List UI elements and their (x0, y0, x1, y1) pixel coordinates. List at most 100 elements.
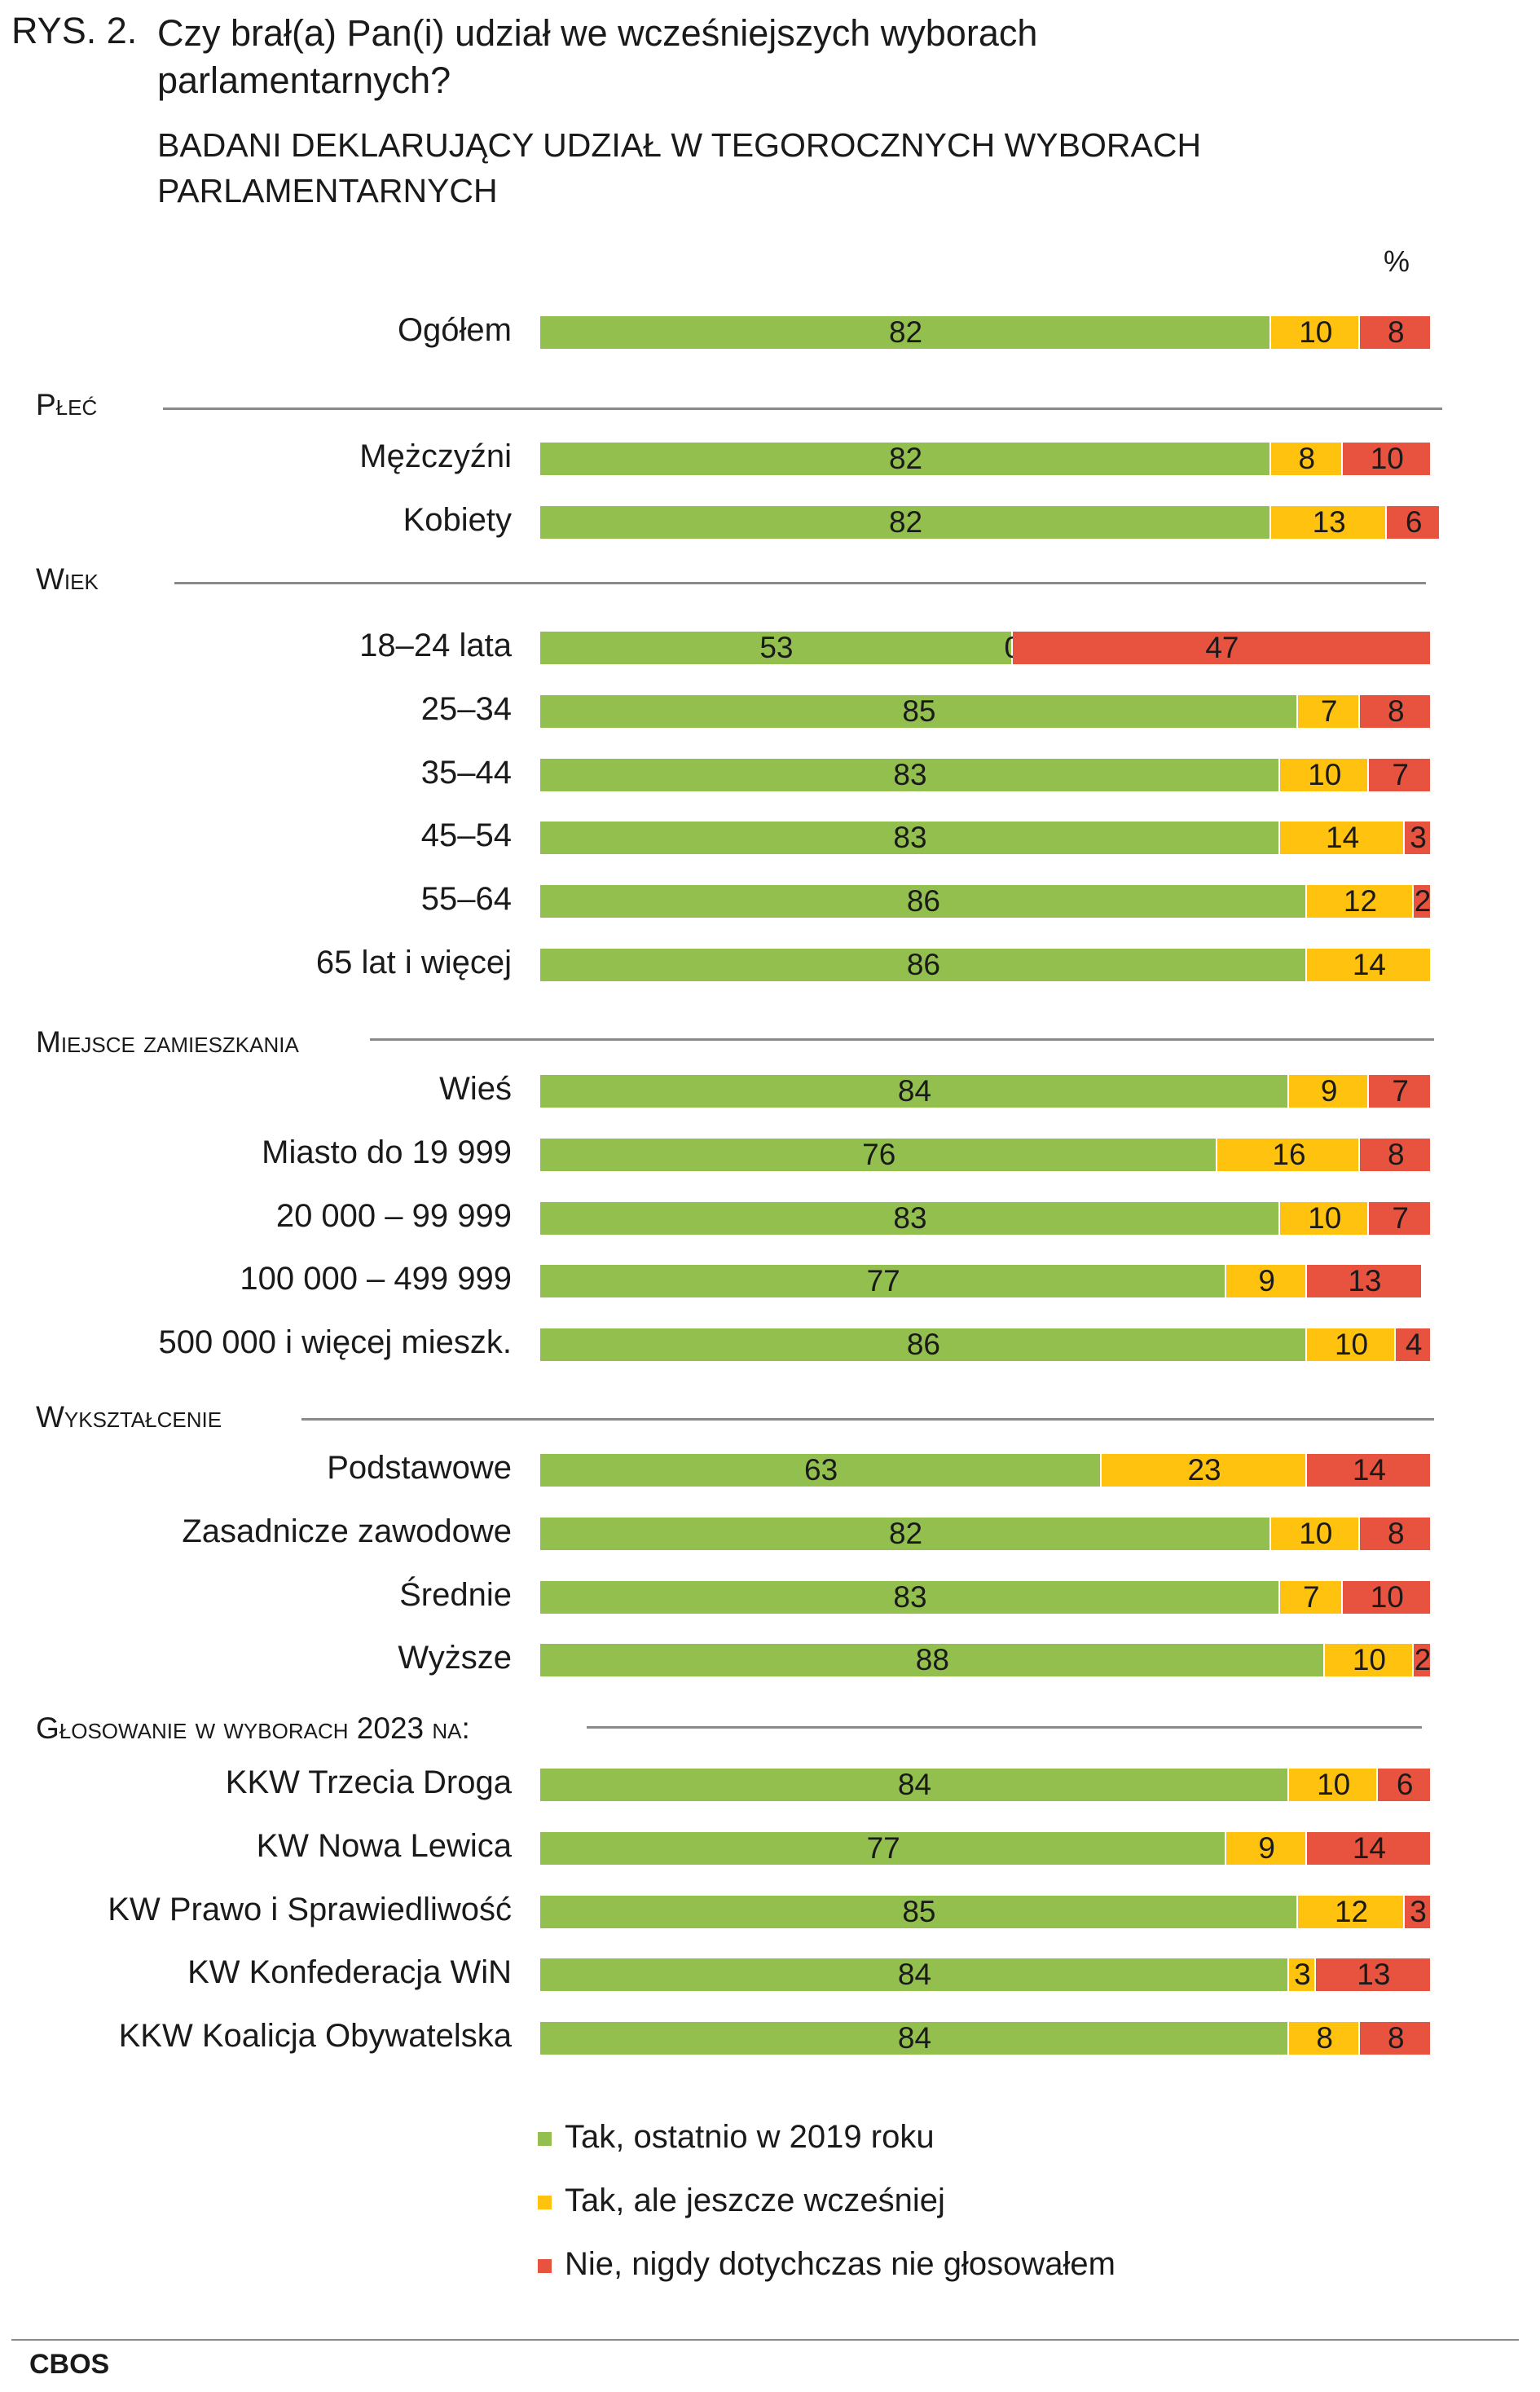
bar-segment (1102, 1454, 1307, 1487)
data-label: 8 (1387, 1137, 1405, 1171)
row-label: 55–64 (420, 881, 512, 918)
bar-segment (540, 1831, 1227, 1865)
data-label: 9 (1258, 1264, 1275, 1298)
row-label: KW Konfederacja WiN (187, 1954, 512, 1991)
data-label: 12 (1343, 884, 1378, 918)
data-label: 3 (1410, 821, 1427, 855)
bar-segment (1387, 505, 1441, 539)
row-label: Zasadnicze zawodowe (182, 1513, 512, 1549)
data-label: 82 (888, 315, 923, 349)
data-label: 10 (1317, 1768, 1351, 1801)
bar-segment (1297, 694, 1361, 728)
data-label: 14 (1352, 948, 1386, 981)
data-label: 13 (1348, 1264, 1382, 1298)
data-label: 83 (893, 1200, 927, 1235)
data-label: 10 (1299, 1516, 1333, 1550)
section-divider (587, 1726, 1422, 1729)
legend-label: Tak, ale jeszcze wcześniej (565, 2183, 945, 2218)
legend-item: Nie, nigdy dotychczas nie głosowałem (538, 2246, 1115, 2283)
bar-segment (540, 1454, 1102, 1487)
section-label: Miejsce zamieszkania (36, 1025, 299, 1059)
bar-segment (1226, 1831, 1307, 1865)
section-label: Wiek (36, 562, 99, 596)
chart-title: Czy brał(a) Pan(i) udział we wcześniejsz… (157, 12, 1038, 101)
bar-segment (540, 758, 1281, 791)
bar-segment (1288, 2022, 1361, 2055)
data-label: 77 (866, 1264, 900, 1298)
section-label: Wykształcenie (36, 1400, 222, 1434)
row-label: KW Prawo i Sprawiedliwość (108, 1891, 512, 1927)
section-divider (301, 1418, 1434, 1421)
section-divider (174, 582, 1426, 584)
data-label: 14 (1352, 1830, 1386, 1865)
bar-segment (1280, 1201, 1370, 1235)
data-label: 7 (1392, 757, 1409, 791)
legend-item: Tak, ale jeszcze wcześniej (538, 2183, 945, 2219)
row-label: 100 000 – 499 999 (240, 1261, 512, 1297)
bar-segment (1360, 1138, 1432, 1171)
bar-segment (1369, 758, 1432, 791)
row-label: Podstawowe (327, 1450, 512, 1486)
bar-segment (540, 316, 1272, 349)
data-label: 7 (1392, 1074, 1409, 1108)
bar-segment (1414, 1644, 1432, 1677)
data-label: 53 (759, 631, 794, 664)
data-label: 10 (1308, 1200, 1342, 1235)
bar-segment (1396, 1328, 1432, 1362)
row-label: 20 000 – 99 999 (275, 1197, 512, 1234)
data-label: 12 (1334, 1894, 1369, 1928)
row-label: Wieś (439, 1071, 512, 1107)
row-label: 500 000 i więcej mieszk. (158, 1324, 512, 1361)
bar-segment (1012, 632, 1432, 664)
chart-subtitle: Badani deklarujący udział w tegorocznych… (157, 126, 1202, 209)
bar-segment (1360, 2022, 1432, 2055)
bar-segment (540, 1517, 1272, 1550)
data-label: 9 (1320, 1074, 1338, 1108)
data-label: 84 (897, 2021, 932, 2055)
data-label: 77 (866, 1830, 900, 1865)
bar-segment (540, 822, 1281, 855)
data-label: 8 (1387, 1516, 1405, 1550)
bar-segment (1226, 1265, 1307, 1298)
bar-segment (1405, 1895, 1432, 1928)
bar-segment (1280, 1580, 1343, 1614)
bar-segment (1306, 1831, 1432, 1865)
row-label: 18–24 lata (359, 628, 512, 663)
data-label: 10 (1370, 1579, 1404, 1614)
data-label: 85 (902, 694, 936, 728)
bar-segment (1271, 316, 1361, 349)
title-figure-number: RYS. 2. (11, 10, 138, 51)
data-label: 86 (906, 948, 940, 981)
data-label: 10 (1370, 442, 1404, 475)
data-label: 84 (897, 1768, 932, 1801)
section-divider (163, 407, 1442, 410)
data-label: 85 (902, 1894, 936, 1928)
bar-segment (1324, 1644, 1415, 1677)
bar-segment (1369, 1201, 1432, 1235)
bar-segment (540, 1580, 1281, 1614)
data-label: 9 (1258, 1830, 1275, 1865)
row-label: Średnie (399, 1576, 512, 1613)
data-label: 6 (1405, 504, 1423, 539)
bar-segment (1288, 1075, 1370, 1108)
data-label: 8 (1387, 2021, 1405, 2055)
data-label: 8 (1316, 2021, 1333, 2055)
row-label: Wyższe (398, 1640, 512, 1676)
unit-label: % (1384, 244, 1410, 278)
row-label: Kobiety (403, 501, 512, 538)
data-label: 14 (1326, 821, 1360, 855)
bar-segment (1306, 1328, 1397, 1362)
bar-segment (1315, 1958, 1432, 1992)
data-label: 8 (1298, 442, 1316, 475)
data-label: 83 (893, 821, 927, 855)
bar-segment (540, 1958, 1289, 1992)
data-label: 82 (888, 442, 923, 475)
bar-segment (1360, 1517, 1432, 1550)
legend-label: Tak, ostatnio w 2019 roku (565, 2119, 935, 2155)
row-label: Mężczyźni (359, 438, 512, 474)
data-label: 16 (1272, 1137, 1306, 1171)
data-label: 23 (1187, 1453, 1221, 1487)
data-label: 47 (1205, 631, 1239, 664)
row-label: 25–34 (420, 690, 512, 727)
